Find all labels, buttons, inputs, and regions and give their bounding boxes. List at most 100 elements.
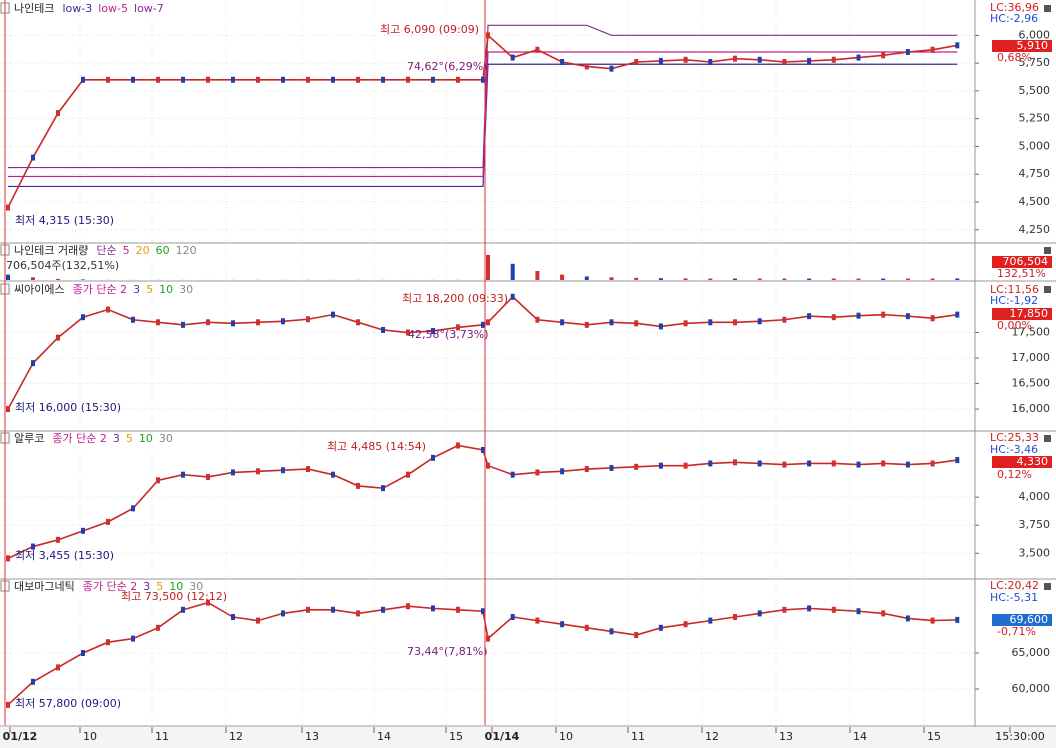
candle (81, 314, 85, 321)
candle (634, 320, 639, 327)
x-tick-label: 13 (305, 730, 319, 743)
candle (560, 621, 565, 628)
candle (381, 76, 385, 83)
volume-bar (510, 263, 515, 280)
candle (955, 616, 960, 623)
panel-title: 알루코 (14, 431, 44, 445)
candle (81, 650, 85, 657)
candle (584, 63, 589, 70)
price-label: 5,910 (1017, 39, 1049, 52)
candle (431, 454, 435, 461)
candle (782, 606, 787, 613)
candle (31, 678, 35, 685)
legend-item: 종가 단순 2 (73, 283, 127, 296)
candle (807, 605, 812, 612)
candle (831, 56, 836, 63)
hc-label: HC:-2,96 (990, 12, 1038, 25)
candle (881, 460, 886, 467)
candle (431, 76, 435, 83)
annotation: 706,504주(132,51%) (6, 259, 119, 272)
candle (708, 59, 713, 65)
y-tick-label: 65,000 (1012, 646, 1051, 659)
candle (708, 617, 713, 624)
candle (634, 463, 639, 470)
close-btn (1044, 435, 1051, 442)
x-tick-label: 11 (631, 730, 645, 743)
candle (905, 615, 910, 622)
y-tick-label: 4,000 (1019, 490, 1051, 503)
y-tick-label: 60,000 (1012, 682, 1051, 695)
y-tick-label: 5,250 (1019, 112, 1051, 125)
volume-bar (807, 278, 812, 280)
volume-bar (757, 278, 762, 280)
candle (406, 76, 410, 83)
candle (156, 624, 160, 631)
annotation: 최고 6,090 (09:09) (380, 23, 479, 36)
candle (807, 313, 812, 320)
candle (609, 65, 614, 72)
legend-item: 단순 (96, 244, 116, 257)
candle (658, 624, 663, 631)
legend-item: low-3 (62, 2, 92, 15)
candle (306, 316, 310, 323)
candle (856, 54, 861, 61)
candle (431, 327, 435, 334)
candle (381, 485, 385, 492)
candle (560, 468, 565, 475)
x-tick-label: 01/12 (3, 730, 38, 743)
volume-bar (930, 278, 935, 280)
candle (456, 442, 460, 449)
volume-bar (31, 277, 35, 280)
candle (510, 614, 515, 621)
legend-item: 5 (156, 580, 163, 593)
candle (306, 466, 310, 473)
candle (683, 621, 688, 628)
lc-label: LC:36,96 (990, 1, 1039, 14)
candle (206, 76, 210, 83)
lc-label: LC:25,33 (990, 431, 1039, 444)
close-btn (1044, 286, 1051, 293)
change-label: 0,00% (997, 319, 1032, 332)
close-btn (1044, 583, 1051, 590)
volume-bar (708, 278, 713, 280)
x-tick-label: 15:30:00 (995, 730, 1044, 743)
candle (856, 608, 861, 615)
candle (535, 46, 540, 53)
candle (905, 461, 910, 468)
volume-bar (955, 278, 960, 280)
panel-title: 씨아이에스 (14, 283, 65, 296)
volume-bar (81, 279, 85, 280)
candle (31, 360, 35, 367)
candle (256, 76, 260, 83)
volume-bar (535, 271, 540, 280)
candle (881, 52, 886, 59)
price-box (992, 456, 1052, 468)
candle (256, 319, 260, 326)
legend-item: 30 (159, 432, 173, 445)
candle (634, 632, 639, 639)
candle (481, 446, 485, 453)
candle (486, 32, 490, 39)
candle (782, 461, 787, 468)
candle (56, 110, 60, 117)
volume-bar (658, 278, 663, 280)
legend-item: low-5 (98, 2, 128, 15)
legend-item: 3 (133, 283, 140, 296)
y-tick-label: 3,750 (1019, 518, 1051, 531)
candle (281, 76, 285, 83)
panel-title: 대보마그네틱 (14, 580, 75, 593)
close-btn (1044, 247, 1051, 254)
candle (757, 610, 762, 617)
change-label: 0,68% (997, 51, 1032, 64)
x-tick-label: 13 (779, 730, 793, 743)
volume-bar (634, 277, 639, 280)
candle (782, 59, 787, 65)
legend-item: 10 (169, 580, 183, 593)
candle (381, 326, 385, 333)
y-tick-label: 5,750 (1019, 56, 1051, 69)
legend-item: 3 (143, 580, 150, 593)
annotation: 최고 18,200 (09:33) (402, 292, 508, 305)
lc-label: LC:20,42 (990, 579, 1039, 592)
candle (535, 316, 540, 323)
